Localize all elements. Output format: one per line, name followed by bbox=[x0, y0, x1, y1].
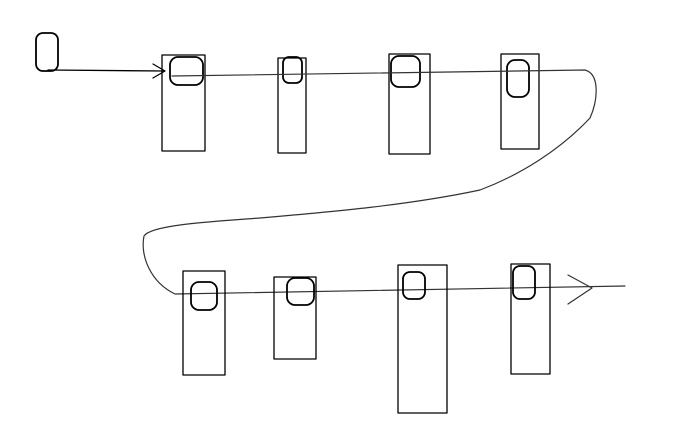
slot-frame bbox=[397, 264, 448, 414]
slot-frame bbox=[277, 57, 307, 154]
slot-token bbox=[390, 55, 421, 88]
slot-frame bbox=[182, 270, 226, 376]
bottom-slot-4 bbox=[510, 263, 551, 375]
bottom-slot-1 bbox=[182, 270, 226, 376]
top-slot-1 bbox=[161, 54, 206, 152]
slot-frame bbox=[500, 53, 540, 150]
slot-token bbox=[282, 56, 303, 84]
top-row bbox=[161, 53, 540, 155]
slot-frame bbox=[510, 263, 551, 375]
slot-frame bbox=[161, 54, 206, 152]
slot-token bbox=[402, 271, 426, 300]
top-slot-4 bbox=[500, 53, 540, 150]
start-arrow-line bbox=[47, 69, 165, 72]
slot-token bbox=[512, 265, 536, 300]
bottom-slot-3 bbox=[397, 264, 448, 414]
bottom-row bbox=[182, 263, 551, 414]
slot-frame bbox=[388, 53, 431, 155]
top-slot-3 bbox=[388, 53, 431, 155]
slot-token bbox=[286, 277, 315, 306]
start-arrowhead bbox=[152, 63, 166, 79]
start-token bbox=[35, 32, 59, 72]
slot-token bbox=[190, 281, 218, 311]
end-arrowhead bbox=[567, 274, 593, 305]
slot-token bbox=[169, 56, 204, 86]
slot-token bbox=[506, 59, 530, 98]
slot-frame bbox=[273, 276, 317, 360]
flow-path bbox=[142, 69, 626, 295]
bottom-slot-2 bbox=[273, 276, 317, 360]
top-slot-2 bbox=[277, 56, 307, 154]
